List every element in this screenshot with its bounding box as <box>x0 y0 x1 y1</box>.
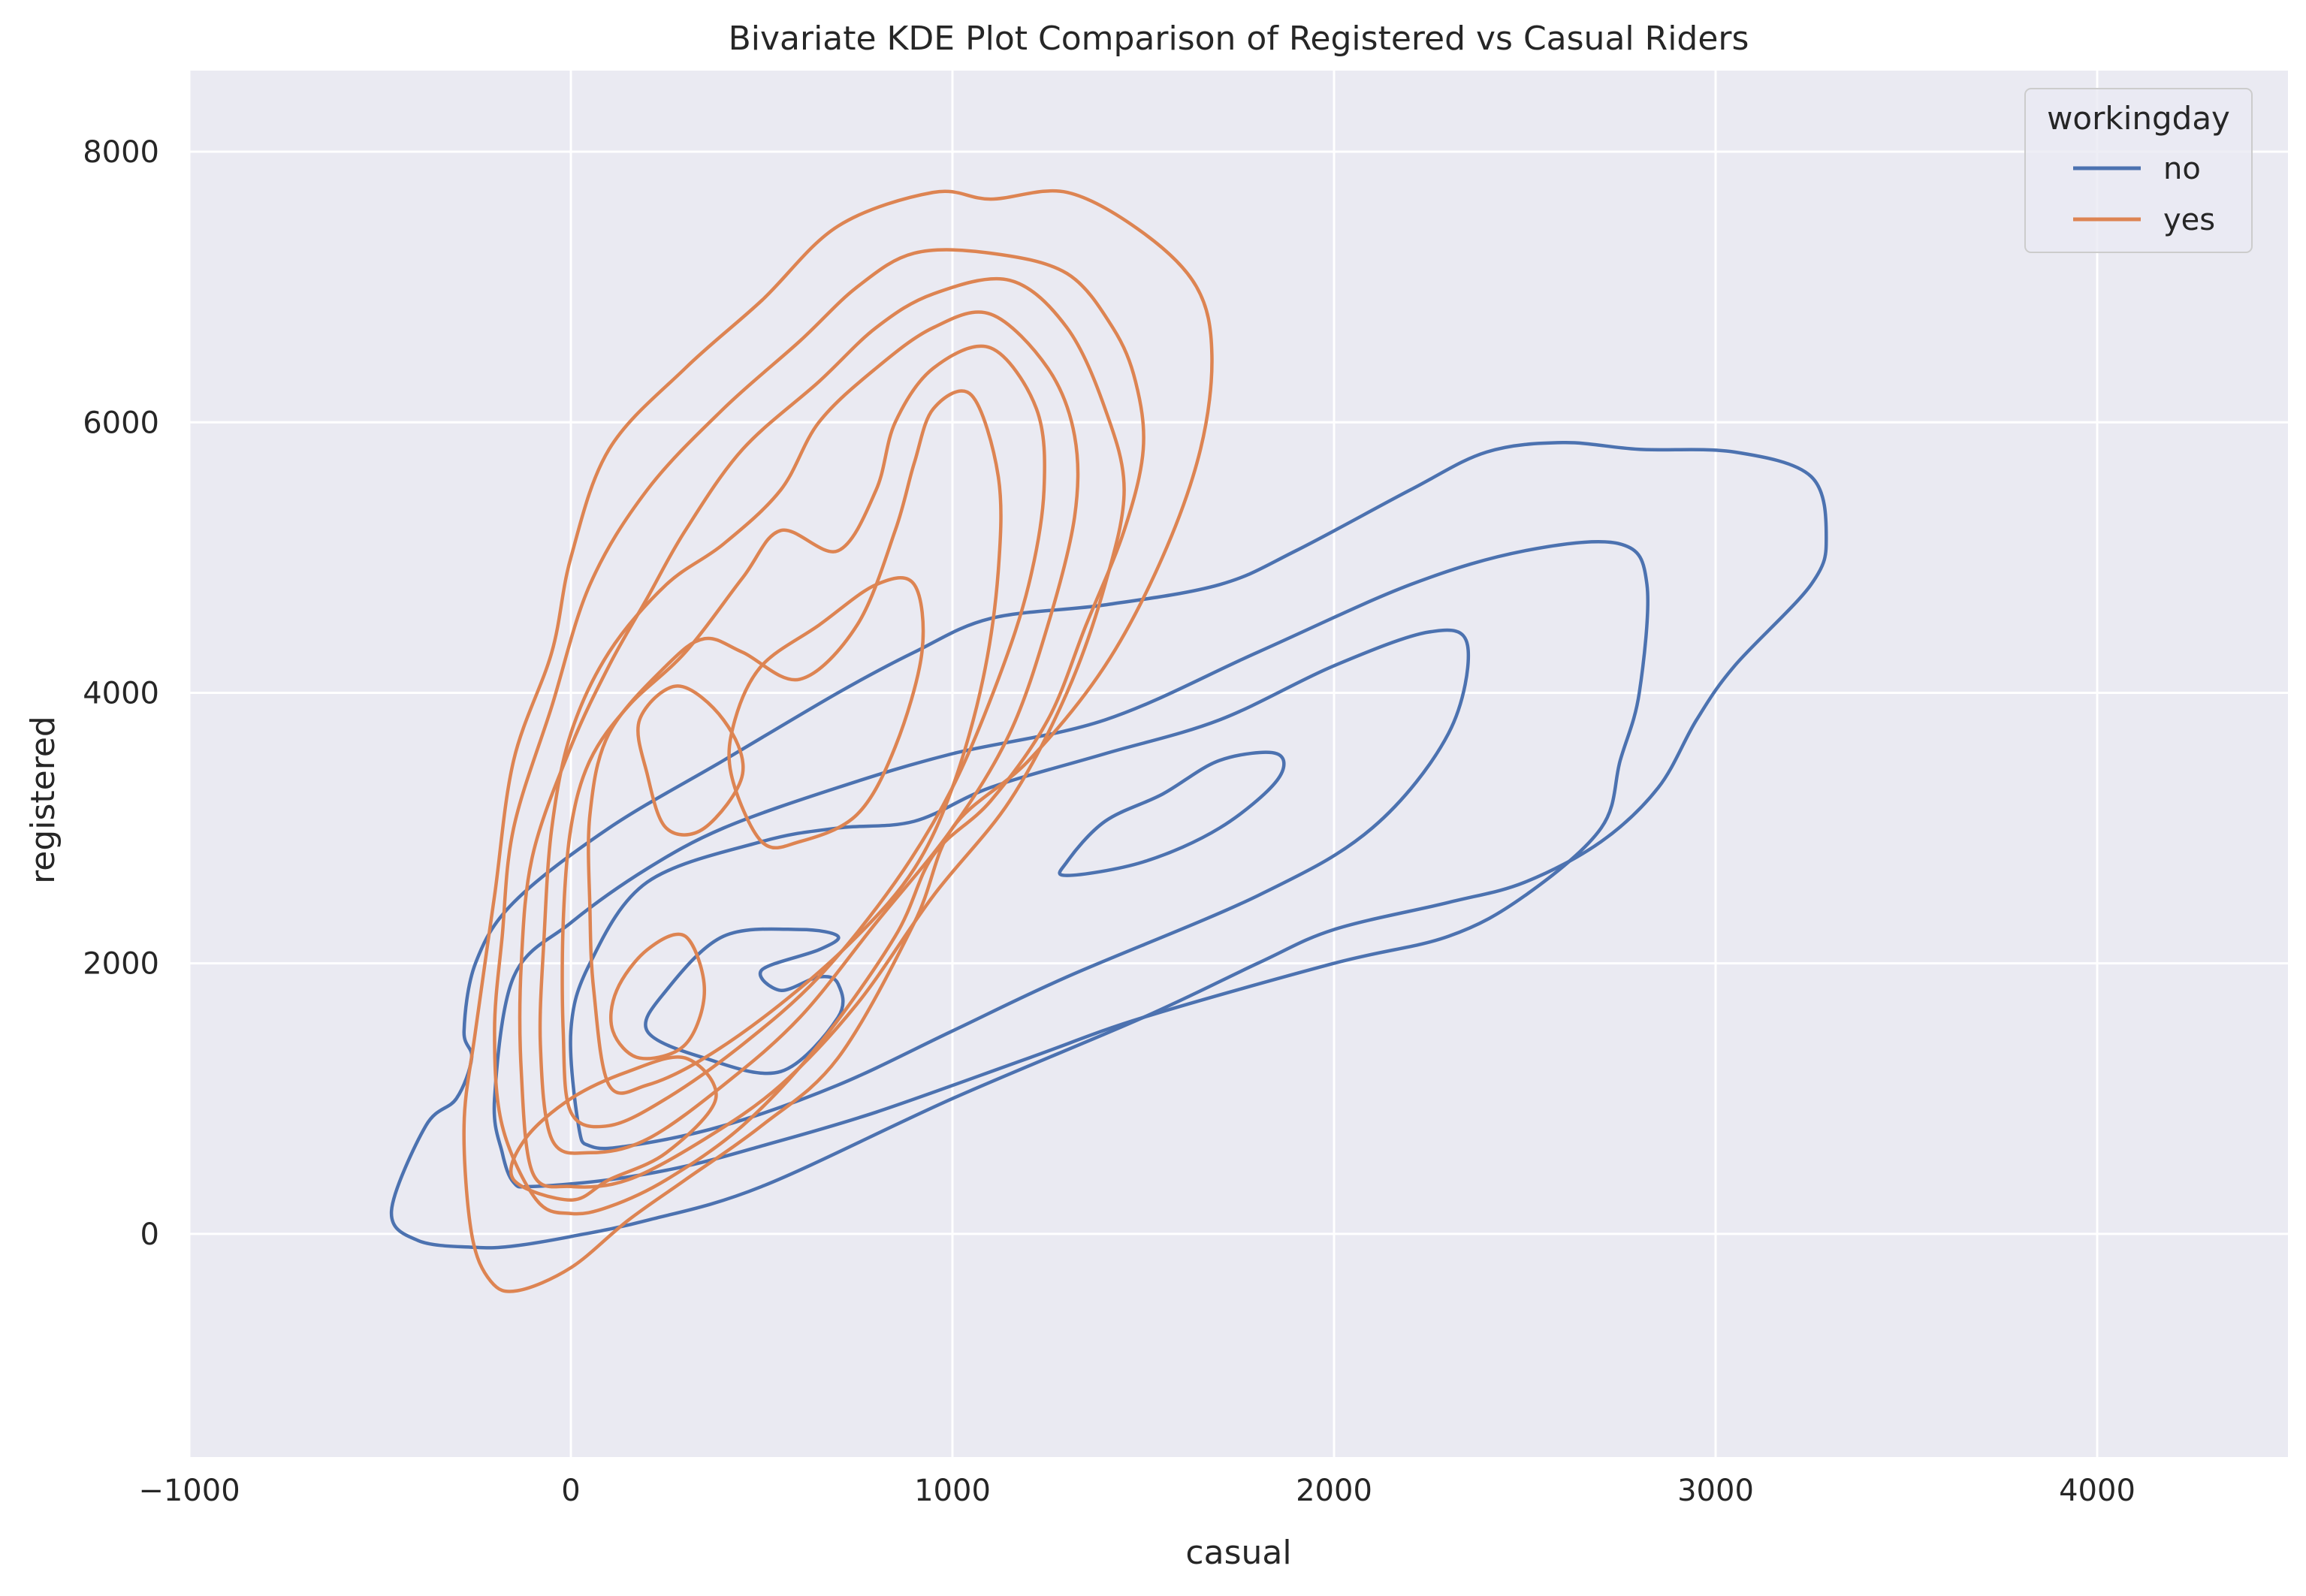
legend-label-yes: yes <box>2163 203 2215 237</box>
contour-yes-8 <box>636 684 745 837</box>
legend-box <box>2024 88 2253 253</box>
series-yes <box>462 189 1214 1293</box>
legend-title: workingday <box>2047 100 2230 137</box>
y-tick-label: 2000 <box>83 947 159 982</box>
contour-yes-7 <box>727 576 925 850</box>
series-no <box>389 441 1828 1250</box>
contour-yes-2 <box>493 248 1145 1216</box>
contour-yes-9 <box>608 932 707 1060</box>
contour-yes-4 <box>538 310 1080 1155</box>
contour-yes-1 <box>462 189 1214 1293</box>
y-tick-label: 4000 <box>83 676 159 711</box>
contour-yes-10 <box>509 1055 718 1202</box>
legend-label-no: no <box>2163 152 2201 186</box>
x-tick-label: 2000 <box>1296 1474 1372 1508</box>
contours <box>389 189 1828 1293</box>
legend: workingday no yes <box>2024 88 2253 253</box>
x-tick-label: −1000 <box>138 1474 240 1508</box>
x-tick-label: 1000 <box>914 1474 991 1508</box>
chart-title: Bivariate KDE Plot Comparison of Registe… <box>729 20 1749 58</box>
y-axis-title: registered <box>24 716 62 884</box>
x-axis-title: casual <box>1185 1534 1291 1572</box>
plot-background <box>189 71 2288 1457</box>
contour-yes-5 <box>560 344 1046 1129</box>
y-tick-label: 8000 <box>83 135 159 170</box>
grid <box>188 71 2288 1457</box>
contour-no-2 <box>492 540 1650 1189</box>
contour-no-3 <box>569 628 1471 1151</box>
contour-yes-6 <box>587 389 1003 1095</box>
tick-labels: −1000 0 1000 2000 3000 4000 0 2000 4000 6000 8000 <box>83 135 2135 1508</box>
x-tick-label: 4000 <box>2059 1474 2135 1508</box>
x-tick-label: 3000 <box>1677 1474 1754 1508</box>
y-tick-label: 6000 <box>83 406 159 440</box>
y-tick-label: 0 <box>140 1217 159 1252</box>
x-tick-label: 0 <box>561 1474 580 1508</box>
contour-yes-3 <box>518 276 1126 1189</box>
contour-no-4 <box>1058 750 1286 877</box>
contour-no-1 <box>389 441 1828 1250</box>
